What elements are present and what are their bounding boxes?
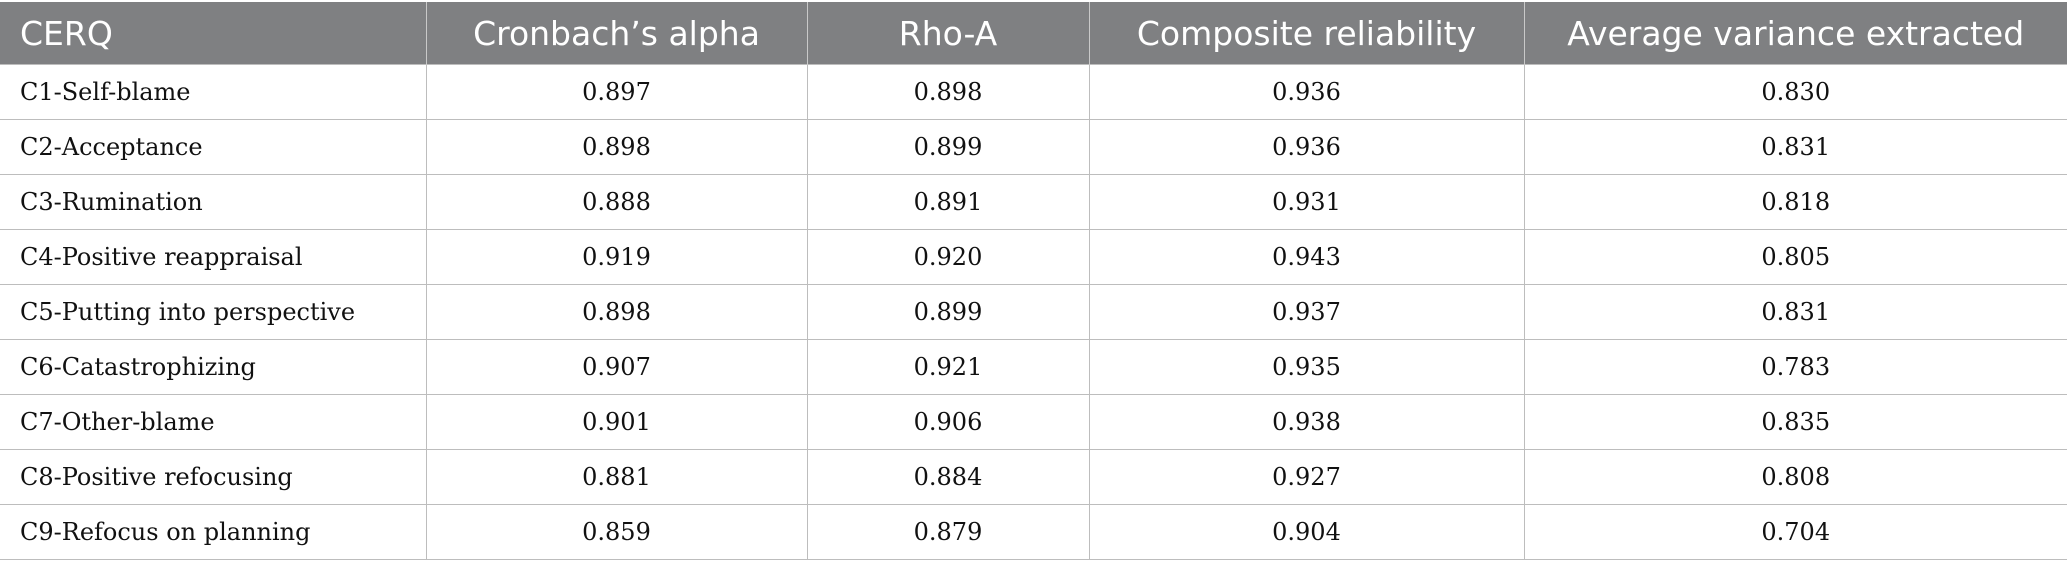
cell-cronbachs-alpha: 0.888 bbox=[425, 174, 808, 230]
cell-average-variance-extracted: 0.830 bbox=[1523, 64, 2067, 120]
table-header: CERQ Cronbach’s alpha Rho-A Composite re… bbox=[0, 2, 2067, 65]
cell-cronbachs-alpha: 0.859 bbox=[425, 504, 808, 560]
cell-rho-a: 0.921 bbox=[806, 339, 1090, 395]
cell-rho-a: 0.899 bbox=[806, 119, 1090, 175]
cell-rho-a: 0.898 bbox=[806, 64, 1090, 120]
cell-average-variance-extracted: 0.831 bbox=[1523, 284, 2067, 340]
cell-rho-a: 0.891 bbox=[806, 174, 1090, 230]
header-composite-reliability: Composite reliability bbox=[1088, 2, 1524, 65]
cell-average-variance-extracted: 0.835 bbox=[1523, 394, 2067, 450]
cell-composite-reliability: 0.938 bbox=[1088, 394, 1525, 450]
cell-rho-a: 0.920 bbox=[806, 229, 1090, 285]
cell-composite-reliability: 0.931 bbox=[1088, 174, 1525, 230]
row-label: C9-Refocus on planning bbox=[0, 504, 427, 560]
cell-average-variance-extracted: 0.704 bbox=[1523, 504, 2067, 560]
cell-average-variance-extracted: 0.831 bbox=[1523, 119, 2067, 175]
cell-cronbachs-alpha: 0.901 bbox=[425, 394, 808, 450]
row-label: C1-Self-blame bbox=[0, 64, 427, 120]
cell-rho-a: 0.906 bbox=[806, 394, 1090, 450]
table-row: C2-Acceptance 0.898 0.899 0.936 0.831 bbox=[0, 119, 2067, 175]
row-label: C7-Other-blame bbox=[0, 394, 427, 450]
cell-rho-a: 0.884 bbox=[806, 449, 1090, 505]
cell-cronbachs-alpha: 0.907 bbox=[425, 339, 808, 395]
row-label: C4-Positive reappraisal bbox=[0, 229, 427, 285]
cell-cronbachs-alpha: 0.919 bbox=[425, 229, 808, 285]
row-label: C8-Positive refocusing bbox=[0, 449, 427, 505]
cell-cronbachs-alpha: 0.898 bbox=[425, 119, 808, 175]
cell-rho-a: 0.899 bbox=[806, 284, 1090, 340]
header-average-variance-extracted: Average variance extracted bbox=[1523, 2, 2067, 65]
table-row: C1-Self-blame 0.897 0.898 0.936 0.830 bbox=[0, 64, 2067, 120]
table-row: C9-Refocus on planning 0.859 0.879 0.904… bbox=[0, 504, 2067, 560]
cell-composite-reliability: 0.935 bbox=[1088, 339, 1525, 395]
row-label: C2-Acceptance bbox=[0, 119, 427, 175]
cell-composite-reliability: 0.936 bbox=[1088, 119, 1525, 175]
cell-rho-a: 0.879 bbox=[806, 504, 1090, 560]
table-row: C6-Catastrophizing 0.907 0.921 0.935 0.7… bbox=[0, 339, 2067, 395]
cell-average-variance-extracted: 0.808 bbox=[1523, 449, 2067, 505]
row-label: C5-Putting into perspective bbox=[0, 284, 427, 340]
cell-cronbachs-alpha: 0.897 bbox=[425, 64, 808, 120]
table-body: C1-Self-blame 0.897 0.898 0.936 0.830 C2… bbox=[0, 64, 2067, 560]
cell-composite-reliability: 0.943 bbox=[1088, 229, 1525, 285]
cell-composite-reliability: 0.927 bbox=[1088, 449, 1525, 505]
cell-cronbachs-alpha: 0.881 bbox=[425, 449, 808, 505]
row-label: C6-Catastrophizing bbox=[0, 339, 427, 395]
cell-composite-reliability: 0.904 bbox=[1088, 504, 1525, 560]
header-cronbachs-alpha: Cronbach’s alpha bbox=[425, 2, 807, 65]
table-row: C8-Positive refocusing 0.881 0.884 0.927… bbox=[0, 449, 2067, 505]
cell-average-variance-extracted: 0.783 bbox=[1523, 339, 2067, 395]
cell-average-variance-extracted: 0.818 bbox=[1523, 174, 2067, 230]
reliability-table: CERQ Cronbach’s alpha Rho-A Composite re… bbox=[0, 2, 2067, 560]
header-cerq: CERQ bbox=[0, 2, 426, 65]
table-row: C4-Positive reappraisal 0.919 0.920 0.94… bbox=[0, 229, 2067, 285]
row-label: C3-Rumination bbox=[0, 174, 427, 230]
header-rho-a: Rho-A bbox=[806, 2, 1089, 65]
table-row: C5-Putting into perspective 0.898 0.899 … bbox=[0, 284, 2067, 340]
header-row: CERQ Cronbach’s alpha Rho-A Composite re… bbox=[0, 2, 2067, 65]
table-row: C3-Rumination 0.888 0.891 0.931 0.818 bbox=[0, 174, 2067, 230]
cell-composite-reliability: 0.936 bbox=[1088, 64, 1525, 120]
cell-composite-reliability: 0.937 bbox=[1088, 284, 1525, 340]
cell-average-variance-extracted: 0.805 bbox=[1523, 229, 2067, 285]
cell-cronbachs-alpha: 0.898 bbox=[425, 284, 808, 340]
table-row: C7-Other-blame 0.901 0.906 0.938 0.835 bbox=[0, 394, 2067, 450]
reliability-table-container: CERQ Cronbach’s alpha Rho-A Composite re… bbox=[0, 2, 2067, 561]
